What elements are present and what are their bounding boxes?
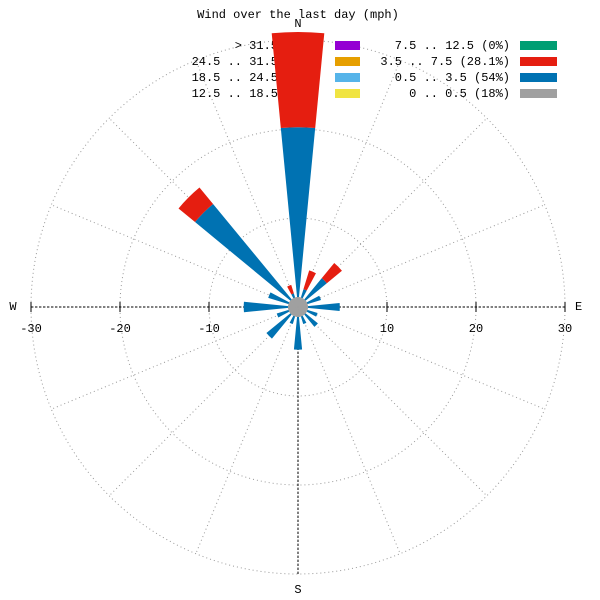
chart-title: Wind over the last day (mph) [197, 8, 399, 22]
wedge [304, 313, 318, 327]
legend-label: 3.5 .. 7.5 (28.1%) [380, 55, 510, 69]
spoke [297, 60, 401, 308]
legend-swatch [335, 89, 360, 98]
legend-swatch [520, 41, 557, 50]
legend-swatch [520, 73, 557, 82]
wedge [300, 289, 307, 299]
wedge [307, 302, 340, 312]
spoke [297, 306, 488, 497]
wedge [306, 295, 321, 305]
x-tick-label: 30 [558, 322, 572, 336]
spoke [297, 306, 545, 410]
wedge [287, 284, 294, 295]
wedge [304, 278, 327, 301]
wedge [291, 293, 296, 299]
compass-label: E [575, 300, 582, 314]
spoke [51, 204, 299, 308]
legend-swatch [335, 73, 360, 82]
legend-label: 0 .. 0.5 (18%) [409, 87, 510, 101]
wedge [266, 313, 292, 339]
legend-swatch [335, 41, 360, 50]
spoke [108, 306, 299, 497]
spoke [297, 306, 401, 554]
compass-label: S [294, 583, 301, 597]
x-tick-label: 20 [469, 322, 483, 336]
wedge [243, 301, 289, 313]
legend-label: 7.5 .. 12.5 (0%) [395, 39, 510, 53]
wedge [178, 187, 214, 223]
legend-label: 0.5 .. 3.5 (54%) [395, 71, 510, 85]
spoke [297, 204, 545, 308]
wedge [300, 315, 307, 325]
wedge [276, 309, 290, 318]
wedge [303, 270, 316, 291]
legend-swatch [520, 57, 557, 66]
x-tick-label: -20 [109, 322, 131, 336]
spoke [51, 306, 299, 410]
wedge [289, 315, 296, 325]
compass-label: W [9, 300, 17, 314]
spoke [195, 306, 299, 554]
wedge [293, 316, 303, 350]
x-tick-label: -30 [20, 322, 42, 336]
legend-swatch [520, 89, 557, 98]
wedge [321, 263, 342, 284]
compass-label: N [294, 17, 301, 31]
wedge [268, 292, 290, 305]
wedge [280, 127, 316, 298]
legend-swatch [335, 57, 360, 66]
spoke [195, 60, 299, 308]
wedge [195, 204, 292, 301]
calm-sector [292, 297, 299, 308]
x-tick-label: -10 [198, 322, 220, 336]
wedge [306, 309, 318, 317]
wedge [271, 31, 325, 129]
x-tick-label: 10 [380, 322, 394, 336]
